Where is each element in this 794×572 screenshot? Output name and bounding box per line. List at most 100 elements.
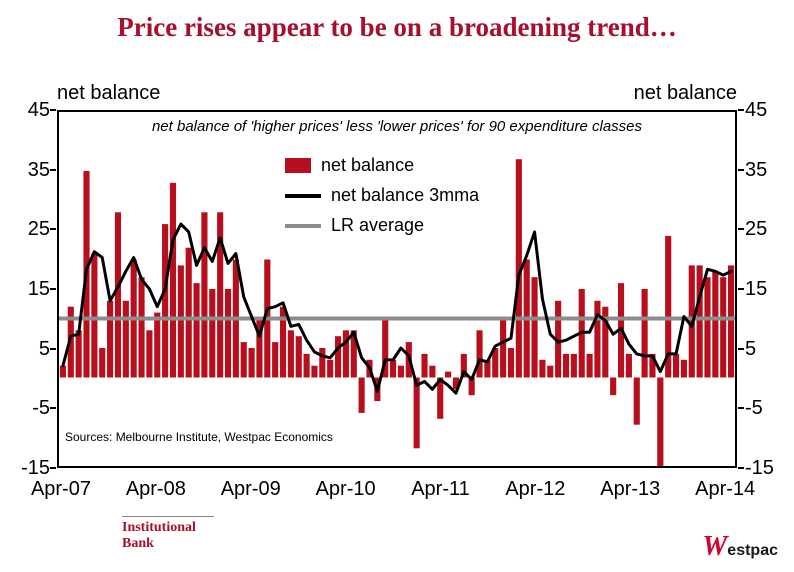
net-balance-bar xyxy=(633,377,640,425)
y-tick-mark xyxy=(738,347,744,350)
net-balance-bar xyxy=(555,300,562,378)
net-balance-bar xyxy=(303,353,310,378)
y-tick-mark xyxy=(50,109,56,111)
legend-swatch-line-gray xyxy=(285,223,321,228)
net-balance-bar xyxy=(358,377,365,413)
net-balance-bar xyxy=(224,289,232,378)
plot-area xyxy=(57,110,737,468)
net-balance-bar xyxy=(209,289,216,378)
y-tick-mark xyxy=(738,228,744,231)
net-balance-bar xyxy=(350,330,357,378)
net-balance-bar xyxy=(217,212,224,378)
net-balance-bar xyxy=(193,283,200,378)
net-balance-bar xyxy=(460,353,467,378)
net-balance-bar xyxy=(704,277,711,378)
net-balance-bar xyxy=(99,348,106,378)
net-balance-bar xyxy=(468,377,475,396)
legend-swatch-line-black xyxy=(285,193,321,198)
x-tick-label: Apr-08 xyxy=(125,478,186,500)
net-balance-bar xyxy=(272,342,279,378)
net-balance-bar xyxy=(515,159,522,378)
y-tick-label-left: 5 xyxy=(38,337,50,360)
net-balance-bar xyxy=(397,365,404,378)
net-balance-bar xyxy=(586,353,593,378)
net-balance-bar xyxy=(319,348,326,378)
y-tick-label-left: 45 xyxy=(27,99,50,121)
net-balance-bar xyxy=(382,318,389,378)
right-axis-title: net balance xyxy=(633,82,737,104)
net-balance-bar xyxy=(539,359,546,378)
net-balance-bar xyxy=(476,330,483,378)
net-balance-bar xyxy=(91,253,98,378)
net-balance-bar xyxy=(311,365,318,378)
source-note: Sources: Melbourne Institute, Westpac Ec… xyxy=(65,430,333,444)
net-balance-bar xyxy=(154,312,161,378)
net-balance-bar xyxy=(696,265,703,378)
net-balance-bar xyxy=(295,336,302,378)
net-balance-bar xyxy=(562,353,570,378)
net-balance-bar xyxy=(390,359,397,378)
y-tick-label-right: 45 xyxy=(745,99,768,121)
net-balance-3mma-line xyxy=(61,222,733,395)
institutional-bank-wordmark: Institutional Bank xyxy=(122,516,214,552)
net-balance-bar xyxy=(279,306,287,378)
net-balance-bar xyxy=(437,377,444,419)
net-balance-bar xyxy=(413,377,420,449)
net-balance-bar xyxy=(484,359,491,378)
net-balance-bar xyxy=(146,330,153,378)
y-tick-mark xyxy=(50,407,56,410)
y-tick-label-left: 35 xyxy=(27,158,50,181)
y-tick-mark xyxy=(50,347,56,350)
y-tick-label-left: 25 xyxy=(27,218,50,241)
chart-subtitle: net balance of 'higher prices' less 'low… xyxy=(151,118,643,135)
net-balance-bar xyxy=(256,318,263,378)
net-balance-bar xyxy=(657,377,664,466)
x-tick-label: Apr-09 xyxy=(220,478,281,500)
net-balance-bar xyxy=(452,377,460,390)
net-balance-bar xyxy=(665,235,672,378)
net-balance-bar xyxy=(421,353,428,378)
net-balance-bar xyxy=(177,265,184,378)
net-balance-bar xyxy=(625,353,632,378)
brand-line-1: Institutional xyxy=(122,520,196,535)
net-balance-bar xyxy=(649,353,656,378)
net-balance-bar xyxy=(169,182,177,378)
net-balance-bar xyxy=(680,359,687,378)
legend-label: LR average xyxy=(331,215,425,235)
net-balance-bar xyxy=(287,330,294,378)
y-tick-label-left: -5 xyxy=(32,397,50,420)
net-balance-bar xyxy=(59,365,66,378)
net-balance-bar xyxy=(107,300,114,378)
y-tick-mark xyxy=(50,168,56,171)
y-tick-mark xyxy=(50,228,56,231)
x-tick-label: Apr-14 xyxy=(695,478,756,500)
net-balance-bar xyxy=(240,342,247,378)
y-tick-mark xyxy=(50,288,56,290)
net-balance-bar xyxy=(507,348,515,378)
x-tick-label: Apr-12 xyxy=(505,478,566,500)
x-tick-label: Apr-10 xyxy=(315,478,376,500)
net-balance-bar xyxy=(75,330,82,378)
net-balance-bar xyxy=(492,348,499,378)
brand-line-2: Bank xyxy=(122,536,154,551)
net-balance-bar xyxy=(185,247,192,378)
net-balance-bar xyxy=(547,365,554,378)
net-balance-bar xyxy=(570,353,577,378)
y-tick-label-right: 25 xyxy=(745,218,768,241)
y-tick-mark xyxy=(738,467,744,469)
chart-title: Price rises appear to be on a broadening… xyxy=(117,12,677,42)
y-tick-mark xyxy=(738,109,744,111)
x-tick-label: Apr-11 xyxy=(411,478,470,500)
legend-label: net balance xyxy=(321,155,415,175)
net-balance-bar xyxy=(138,277,145,378)
y-tick-label-right: 5 xyxy=(745,337,757,360)
westpac-wordmark: estpac xyxy=(727,542,778,559)
y-tick-label-left: 15 xyxy=(27,278,50,300)
y-tick-label-right: -5 xyxy=(745,397,763,420)
net-balance-bar xyxy=(201,212,208,378)
x-tick-label: Apr-13 xyxy=(600,478,661,500)
legend-label: net balance 3mma xyxy=(331,185,480,205)
net-balance-bar xyxy=(327,359,334,378)
net-balance-bar xyxy=(641,289,648,378)
